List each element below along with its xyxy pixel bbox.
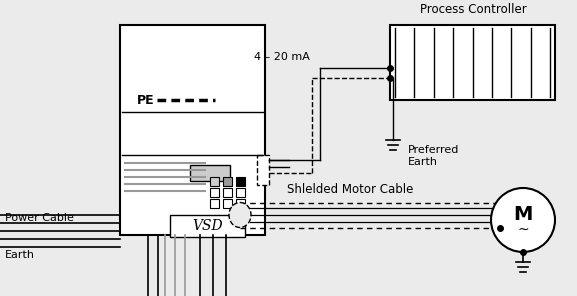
- FancyBboxPatch shape: [210, 199, 219, 208]
- Text: Preferred
Earth: Preferred Earth: [408, 145, 459, 167]
- Text: Power Cable: Power Cable: [5, 213, 74, 223]
- Bar: [390, 25, 555, 100]
- Text: M: M: [514, 205, 533, 224]
- FancyBboxPatch shape: [236, 177, 245, 186]
- FancyBboxPatch shape: [236, 199, 245, 208]
- FancyBboxPatch shape: [210, 188, 219, 197]
- Circle shape: [491, 188, 555, 252]
- Text: Earth: Earth: [5, 250, 35, 260]
- FancyBboxPatch shape: [236, 188, 245, 197]
- Bar: [190, 165, 230, 181]
- Text: ~: ~: [517, 223, 529, 237]
- Bar: [120, 25, 265, 235]
- Ellipse shape: [229, 202, 251, 228]
- Text: 4 – 20 mA: 4 – 20 mA: [254, 52, 310, 62]
- Text: Process Controller: Process Controller: [419, 3, 526, 16]
- Text: Shlelded Motor Cable: Shlelded Motor Cable: [287, 183, 413, 196]
- FancyBboxPatch shape: [210, 177, 219, 186]
- FancyBboxPatch shape: [223, 177, 232, 186]
- FancyBboxPatch shape: [223, 188, 232, 197]
- Text: VSD: VSD: [192, 219, 223, 233]
- Bar: [257, 155, 269, 185]
- Text: PE: PE: [137, 94, 155, 107]
- Bar: [170, 215, 245, 237]
- FancyBboxPatch shape: [223, 199, 232, 208]
